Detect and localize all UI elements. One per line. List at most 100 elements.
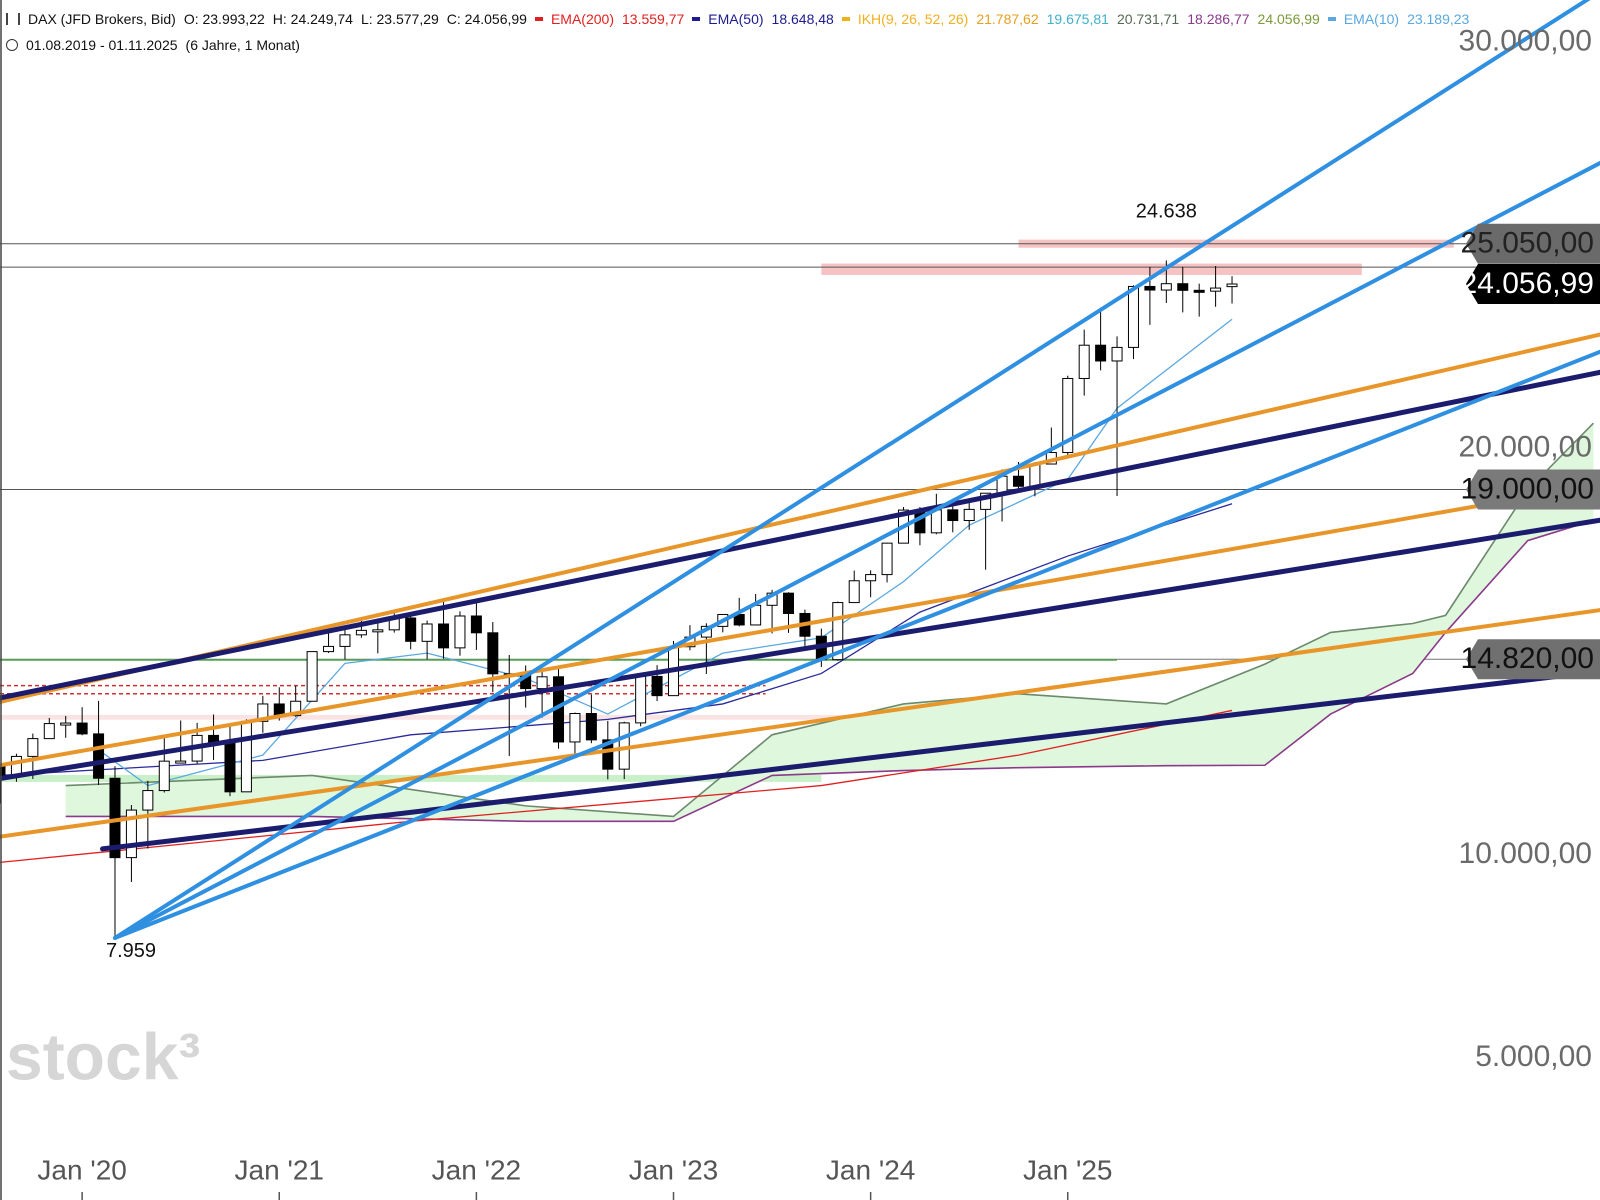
indicator-value: 21.787,62	[976, 11, 1039, 27]
y-tick-label: 20.000,00	[1459, 431, 1592, 464]
candle-body	[158, 760, 170, 792]
legend-row: DAX (JFD Brokers, Bid) O: 23.993,22 H: 24.…	[6, 6, 1469, 32]
indicator-name: EMA(10)	[1343, 11, 1400, 27]
candle-body	[306, 651, 318, 702]
legend-marker	[1327, 17, 1336, 21]
ohlc-value: L: 23.577,29	[360, 11, 439, 27]
candle-body	[1127, 285, 1139, 348]
candle-body	[1078, 344, 1090, 379]
price-tag-label: 19.000,00	[1461, 472, 1594, 505]
candle-body	[290, 700, 302, 717]
chart-icon	[6, 13, 20, 25]
candle-body	[536, 676, 548, 690]
candle-body	[76, 722, 88, 735]
candle-body	[60, 722, 72, 726]
legend-marker	[534, 17, 543, 21]
candle-body	[569, 713, 581, 743]
ohlc-value: O: 23.993,22	[183, 11, 265, 27]
x-tick-label: Jan '24	[826, 1154, 915, 1185]
candle-body	[963, 508, 975, 522]
candle-body	[1177, 283, 1189, 291]
indicator-name: IKH(9, 26, 52, 26)	[857, 11, 969, 27]
candle-body	[438, 623, 450, 649]
ichimoku-span-a	[65, 422, 1594, 818]
candle-body	[750, 604, 762, 626]
x-tick-label: Jan '21	[235, 1154, 324, 1185]
price-tag	[1466, 469, 1600, 510]
candle-body	[1012, 475, 1024, 487]
date-range: 01.08.2019 - 01.11.2025	[26, 37, 178, 53]
ichimoku-span-b	[65, 519, 1594, 823]
indicator-value: 24.056,99	[1257, 11, 1320, 27]
clock-icon	[6, 39, 18, 51]
ohlc-value: H: 24.249,74	[272, 11, 353, 27]
candle-body	[602, 739, 614, 770]
indicator-name: EMA(50)	[708, 11, 764, 27]
candle-body	[1193, 289, 1205, 293]
candle-body	[454, 615, 466, 649]
annotation: 7.959	[106, 940, 156, 962]
candle-body	[848, 580, 860, 604]
trendline	[112, 0, 1591, 940]
candle-body	[881, 542, 893, 576]
candle-body	[142, 790, 154, 811]
candle-body	[0, 765, 6, 777]
legend-header: DAX (JFD Brokers, Bid) O: 23.993,22 H: 24.…	[6, 6, 1469, 58]
y-tick-label: 30.000,00	[1459, 25, 1592, 58]
indicator-value: 13.559,77	[622, 11, 685, 27]
candle-body	[125, 809, 137, 859]
legend-marker	[841, 17, 850, 21]
candle-body	[339, 634, 351, 647]
y-tick-label: 10.000,00	[1459, 837, 1592, 870]
indicator-value: 19.675,81	[1046, 11, 1109, 27]
indicator-name: EMA(200)	[550, 11, 614, 27]
x-tick-label: Jan '23	[629, 1154, 718, 1185]
candle-body	[175, 760, 187, 764]
candle-body	[1111, 346, 1123, 362]
ichimoku-cloud	[65, 423, 1594, 822]
candle-body	[635, 675, 647, 724]
price-tag	[1466, 639, 1600, 680]
candle-body	[323, 645, 335, 653]
indicator-value: 23.189,23	[1407, 11, 1470, 27]
zone	[0, 714, 904, 720]
candle-body	[43, 723, 55, 740]
watermark: stock³	[6, 1019, 200, 1093]
annotation: 24.638	[1136, 201, 1197, 223]
price-tag	[1466, 264, 1600, 305]
candle-body	[1029, 463, 1041, 487]
candle-body	[27, 738, 39, 757]
price-tag	[1466, 223, 1600, 264]
trendline	[0, 517, 1600, 782]
candle-body	[980, 492, 992, 510]
date-span: (6 Jahre, 1 Monat)	[185, 37, 300, 53]
trendline	[0, 608, 1600, 839]
symbol: DAX (JFD Brokers, Bid)	[28, 11, 176, 27]
candle-body	[585, 713, 597, 741]
x-tick-label: Jan '20	[37, 1154, 126, 1185]
candle-body	[470, 615, 482, 634]
candle-body	[1062, 377, 1074, 454]
candle-body	[865, 574, 877, 582]
candle-body	[421, 623, 433, 642]
candle-body	[224, 742, 236, 793]
candle-body	[487, 632, 499, 675]
candle-body	[240, 720, 252, 793]
indicator-value: 18.286,77	[1187, 11, 1250, 27]
zone	[821, 263, 1362, 275]
trendline	[0, 482, 1600, 768]
candle-body	[947, 509, 959, 522]
candle-body	[733, 613, 745, 626]
trendline	[112, 161, 1600, 940]
indicator-line	[0, 503, 1233, 777]
legend-marker	[692, 17, 701, 21]
candle-body	[355, 629, 367, 636]
trendline	[0, 369, 1600, 701]
candle-body	[783, 592, 795, 614]
price-tag-label: 25.050,00	[1461, 227, 1594, 260]
price-tag-label: 14.820,00	[1461, 642, 1594, 675]
candle-body	[1144, 285, 1156, 291]
indicator-line	[98, 318, 1233, 787]
candle-body	[405, 617, 417, 642]
